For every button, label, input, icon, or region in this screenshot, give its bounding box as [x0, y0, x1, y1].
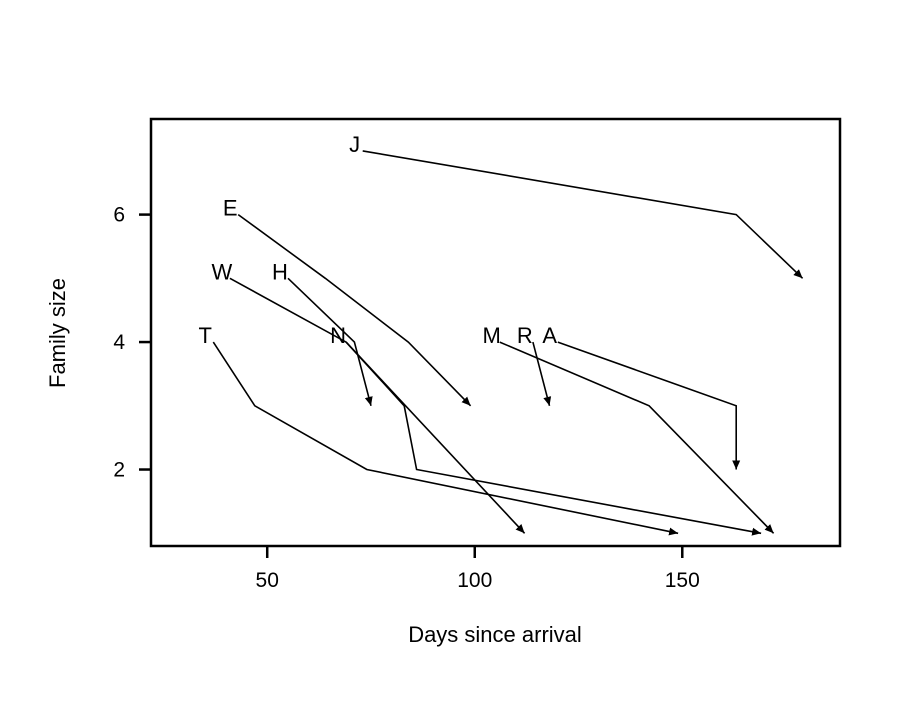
y-tick-label: 6 — [113, 204, 125, 227]
series-label-a: A — [542, 323, 557, 348]
series-line-j — [362, 150, 804, 279]
y-tick-label: 4 — [113, 331, 125, 354]
series-label-r: R — [517, 323, 533, 348]
x-axis: 50 100 150 — [256, 546, 700, 592]
series-label-t: T — [199, 323, 212, 348]
x-tick-label: 50 — [256, 569, 279, 592]
series-line-n — [345, 341, 526, 534]
series-label-n: N — [330, 323, 346, 348]
y-axis: 2 4 6 — [113, 204, 151, 482]
series-line-r — [532, 341, 552, 407]
series-line-t — [212, 341, 679, 536]
series-line-h — [287, 277, 373, 407]
x-tick-label: 150 — [665, 569, 700, 592]
series-label-j: J — [349, 132, 360, 157]
series-layer: J E W H N T M R A — [199, 132, 804, 536]
x-axis-label: Days since arrival — [408, 622, 582, 647]
series-label-e: E — [223, 196, 238, 221]
series-label-h: H — [272, 259, 288, 284]
series-line-e — [237, 213, 472, 407]
series-line-a — [557, 341, 741, 470]
plot-frame — [149, 117, 842, 548]
series-label-w: W — [211, 259, 232, 284]
y-tick-label: 2 — [113, 459, 125, 482]
x-tick-label: 100 — [457, 569, 492, 592]
y-axis-label: Family size — [45, 278, 70, 388]
series-line-w — [229, 277, 762, 536]
series-label-m: M — [482, 323, 500, 348]
series-line-m — [499, 341, 775, 534]
